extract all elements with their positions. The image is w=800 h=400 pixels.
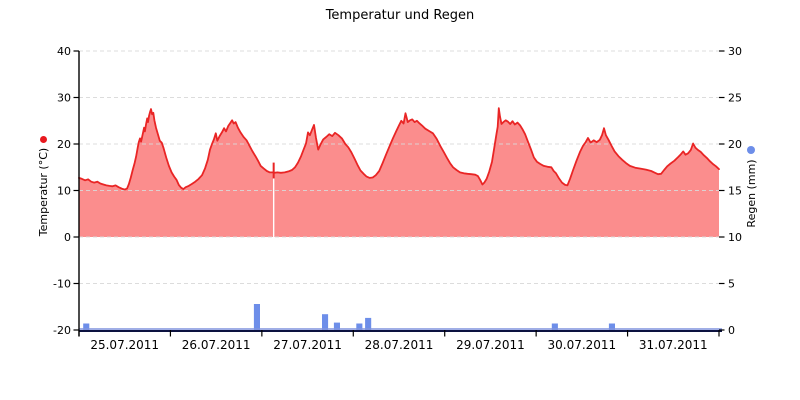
temperature-line <box>78 107 720 191</box>
rain-bar <box>551 323 558 330</box>
x-axis-date-label: 27.07.2011 <box>273 338 342 352</box>
rain-bar <box>365 317 372 330</box>
rain-bar <box>608 323 615 330</box>
left-axis-tick-label: -20 <box>53 324 71 337</box>
rain-bar <box>356 323 363 330</box>
right-axis-tick-label: 25 <box>728 92 742 105</box>
rain-bar <box>322 314 329 330</box>
left-axis-tick-label: 10 <box>57 185 71 198</box>
left-axis-tick-label: -10 <box>53 278 71 291</box>
left-axis-tick-label: 20 <box>57 138 71 151</box>
x-axis-date-label: 29.07.2011 <box>456 338 525 352</box>
right-axis-tick-label: 5 <box>728 278 735 291</box>
rain-bar <box>83 323 90 330</box>
left-axis-tick-label: 0 <box>64 231 71 244</box>
x-axis-date-label: 30.07.2011 <box>547 338 616 352</box>
x-axis-date-label: 25.07.2011 <box>90 338 159 352</box>
chart-title: Temperatur und Regen <box>325 8 475 23</box>
rain-bar <box>253 304 260 330</box>
right-axis-tick-label: 30 <box>728 45 742 58</box>
right-axis-tick-label: 15 <box>728 185 742 198</box>
right-axis-tick-label: 20 <box>728 138 742 151</box>
left-axis-tick-label: 40 <box>57 45 71 58</box>
x-axis-date-label: 26.07.2011 <box>182 338 251 352</box>
rain-bar <box>333 322 340 330</box>
right-axis-tick-label: 0 <box>728 324 735 337</box>
x-axis-date-label: 31.07.2011 <box>639 338 708 352</box>
temperature-area <box>79 108 719 237</box>
left-axis-tick-label: 30 <box>57 92 71 105</box>
right-axis-tick-label: 10 <box>728 231 742 244</box>
x-axis-date-label: 28.07.2011 <box>365 338 434 352</box>
